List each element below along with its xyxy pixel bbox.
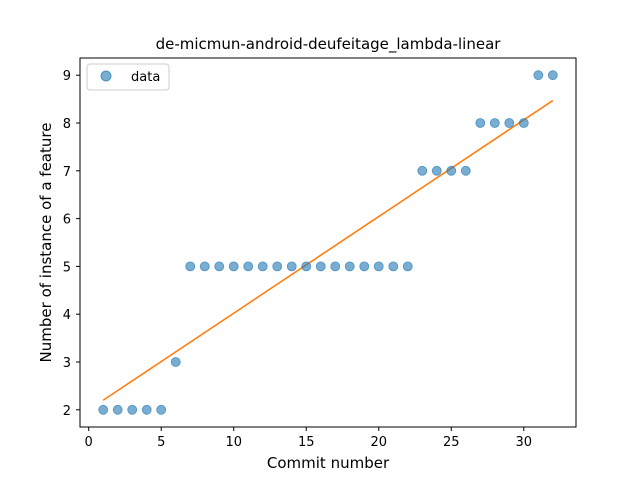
- data-point: [402, 261, 413, 272]
- data-point: [489, 118, 500, 128]
- data-point: [257, 261, 268, 272]
- data-point: [446, 165, 457, 176]
- data-point: [518, 118, 529, 128]
- data-point: [330, 261, 341, 272]
- data-point: [301, 261, 312, 272]
- x-tick-label: 25: [443, 435, 460, 450]
- x-tick-label: 10: [225, 435, 242, 450]
- data-point: [112, 404, 123, 415]
- data-point: [460, 165, 471, 176]
- legend-box: [86, 63, 170, 91]
- y-tick-label: 6: [63, 213, 71, 228]
- trend-line-layer: [102, 99, 554, 401]
- data-points-layer: [98, 70, 558, 415]
- x-axis: 0 5 10 15 20 25 30: [85, 427, 533, 450]
- y-tick-label: 5: [63, 260, 71, 275]
- x-tick-label: 20: [370, 435, 387, 450]
- y-tick-label: 7: [63, 165, 71, 180]
- chart-title: de-micmun-android-deufeitage_lambda-line…: [156, 35, 502, 54]
- data-point: [373, 261, 384, 272]
- data-point: [214, 261, 225, 272]
- data-point: [533, 70, 544, 81]
- data-point: [243, 261, 254, 272]
- data-point: [156, 404, 167, 415]
- y-tick-label: 9: [63, 69, 71, 84]
- data-point: [98, 404, 109, 415]
- legend-label-data: data: [131, 70, 160, 85]
- data-point: [272, 261, 283, 272]
- data-point: [431, 165, 442, 176]
- data-point: [185, 261, 196, 272]
- data-point: [547, 70, 558, 81]
- data-point: [127, 404, 138, 415]
- plot-area: [79, 57, 577, 428]
- y-tick-label: 4: [63, 308, 71, 323]
- trend-line: [102, 99, 554, 401]
- data-point: [170, 357, 181, 367]
- data-point: [141, 404, 152, 415]
- data-point: [199, 261, 210, 272]
- legend: data: [86, 63, 170, 91]
- y-tick-label: 8: [63, 117, 71, 132]
- plot-frame: [79, 57, 577, 428]
- y-tick-label: 3: [63, 356, 71, 371]
- y-tick-label: 2: [63, 404, 71, 419]
- y-axis: 2 3 4 5 6 7 8 9: [63, 69, 80, 419]
- data-point: [504, 118, 515, 128]
- data-point: [228, 261, 239, 272]
- data-point: [315, 261, 326, 272]
- data-point: [344, 261, 355, 272]
- y-axis-title: Number of instance of a feature: [37, 123, 55, 363]
- data-point: [388, 261, 399, 272]
- x-tick-label: 30: [516, 435, 533, 450]
- x-axis-title: Commit number: [267, 454, 390, 472]
- data-point: [475, 118, 486, 128]
- x-tick-label: 0: [85, 435, 93, 450]
- data-point: [417, 165, 428, 176]
- x-tick-label: 5: [157, 435, 165, 450]
- data-point: [359, 261, 370, 272]
- x-tick-label: 15: [298, 435, 315, 450]
- legend-marker-data: [100, 70, 112, 82]
- data-point: [286, 261, 297, 272]
